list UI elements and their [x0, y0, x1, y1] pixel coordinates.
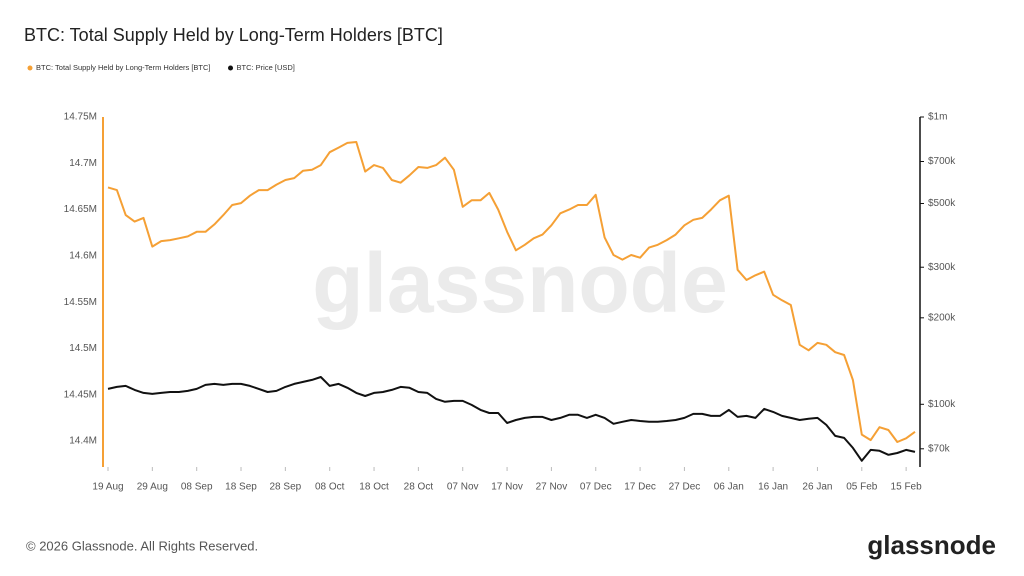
x-tick-label: 16 Jan	[758, 482, 788, 493]
y-tick-label: 14.45M	[64, 389, 97, 400]
x-tick-label: 18 Sep	[225, 482, 257, 493]
x-tick-label: 07 Dec	[580, 482, 612, 493]
legend-label: BTC: Total Supply Held by Long-Term Hold…	[36, 63, 211, 72]
x-tick-label: 07 Nov	[447, 482, 479, 493]
y2-tick-label: $500k	[928, 198, 956, 209]
x-tick-label: 18 Oct	[359, 482, 389, 493]
y2-tick-label: $70k	[928, 443, 951, 454]
y-tick-label: 14.7M	[69, 158, 97, 169]
y2-tick-label: $100k	[928, 399, 956, 410]
x-tick-label: 26 Jan	[802, 482, 832, 493]
chart-title: BTC: Total Supply Held by Long-Term Hold…	[24, 25, 443, 45]
series-line	[107, 376, 916, 462]
y2-tick-label: $1m	[928, 112, 947, 123]
x-tick-label: 29 Aug	[137, 482, 168, 493]
legend-label: BTC: Price [USD]	[237, 63, 295, 72]
x-tick-label: 05 Feb	[846, 482, 878, 493]
x-tick-label: 17 Dec	[624, 482, 656, 493]
y2-tick-label: $300k	[928, 262, 956, 273]
y2-tick-label: $700k	[928, 156, 956, 167]
series-line	[107, 141, 916, 443]
x-tick-label: 28 Sep	[270, 482, 302, 493]
legend-marker	[27, 65, 33, 71]
legend-marker	[228, 65, 234, 71]
x-tick-label: 28 Oct	[404, 482, 434, 493]
y-tick-label: 14.5M	[69, 343, 97, 354]
x-tick-label: 19 Aug	[92, 482, 123, 493]
y-tick-label: 14.4M	[69, 436, 97, 447]
x-tick-label: 27 Nov	[536, 482, 568, 493]
x-tick-label: 08 Oct	[315, 482, 345, 493]
x-tick-label: 08 Sep	[181, 482, 213, 493]
y2-tick-label: $200k	[928, 312, 956, 323]
y-tick-label: 14.6M	[69, 251, 97, 262]
watermark: glassnode	[312, 236, 727, 330]
y-tick-label: 14.65M	[64, 204, 97, 215]
logo: glassnode	[867, 530, 996, 560]
x-tick-label: 27 Dec	[669, 482, 701, 493]
y-tick-label: 14.55M	[64, 297, 97, 308]
x-tick-label: 06 Jan	[714, 482, 744, 493]
x-tick-label: 15 Feb	[891, 482, 923, 493]
y-tick-label: 14.75M	[64, 112, 97, 123]
copyright: © 2026 Glassnode. All Rights Reserved.	[26, 538, 258, 553]
x-tick-label: 17 Nov	[491, 482, 523, 493]
